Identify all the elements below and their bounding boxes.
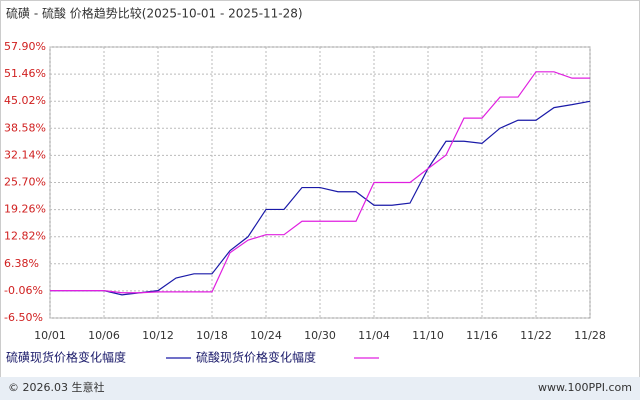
- y-tick-label: 6.38%: [4, 257, 39, 270]
- footer-left: © 2026.03 生意社: [8, 380, 104, 394]
- x-tick-label: 10/18: [196, 329, 228, 342]
- series-line: [50, 71, 590, 294]
- footer-bar: [0, 377, 640, 400]
- x-tick-label: 11/10: [412, 329, 444, 342]
- x-tick-label: 10/30: [304, 329, 336, 342]
- y-tick-label: 12.82%: [4, 230, 46, 243]
- y-tick-label: 32.14%: [4, 148, 46, 161]
- y-tick-label: -6.50%: [4, 311, 43, 324]
- x-tick-label: 10/01: [34, 329, 66, 342]
- footer-right: www.100PPI.com: [538, 381, 632, 394]
- y-tick-label: 19.26%: [4, 203, 46, 216]
- y-tick-label: 57.90%: [4, 40, 46, 53]
- x-tick-label: 11/04: [358, 329, 390, 342]
- legend-label: 硫酸现货价格变化幅度: [196, 350, 316, 365]
- x-tick-label: 10/06: [88, 329, 120, 342]
- y-tick-label: 25.70%: [4, 176, 46, 189]
- x-tick-label: 11/16: [466, 329, 498, 342]
- y-tick-label: 45.02%: [4, 94, 46, 107]
- x-tick-label: 11/22: [520, 329, 552, 342]
- y-tick-label: 38.58%: [4, 121, 46, 134]
- y-tick-label: -0.06%: [4, 284, 43, 297]
- x-tick-label: 11/28: [574, 329, 606, 342]
- chart-title: 硫磺 - 硫酸 价格趋势比较(2025-10-01 - 2025-11-28): [6, 6, 303, 21]
- legend-label: 硫磺现货价格变化幅度: [6, 350, 126, 365]
- y-tick-label: 51.46%: [4, 67, 46, 80]
- x-tick-label: 10/12: [142, 329, 174, 342]
- x-tick-label: 10/24: [250, 329, 282, 342]
